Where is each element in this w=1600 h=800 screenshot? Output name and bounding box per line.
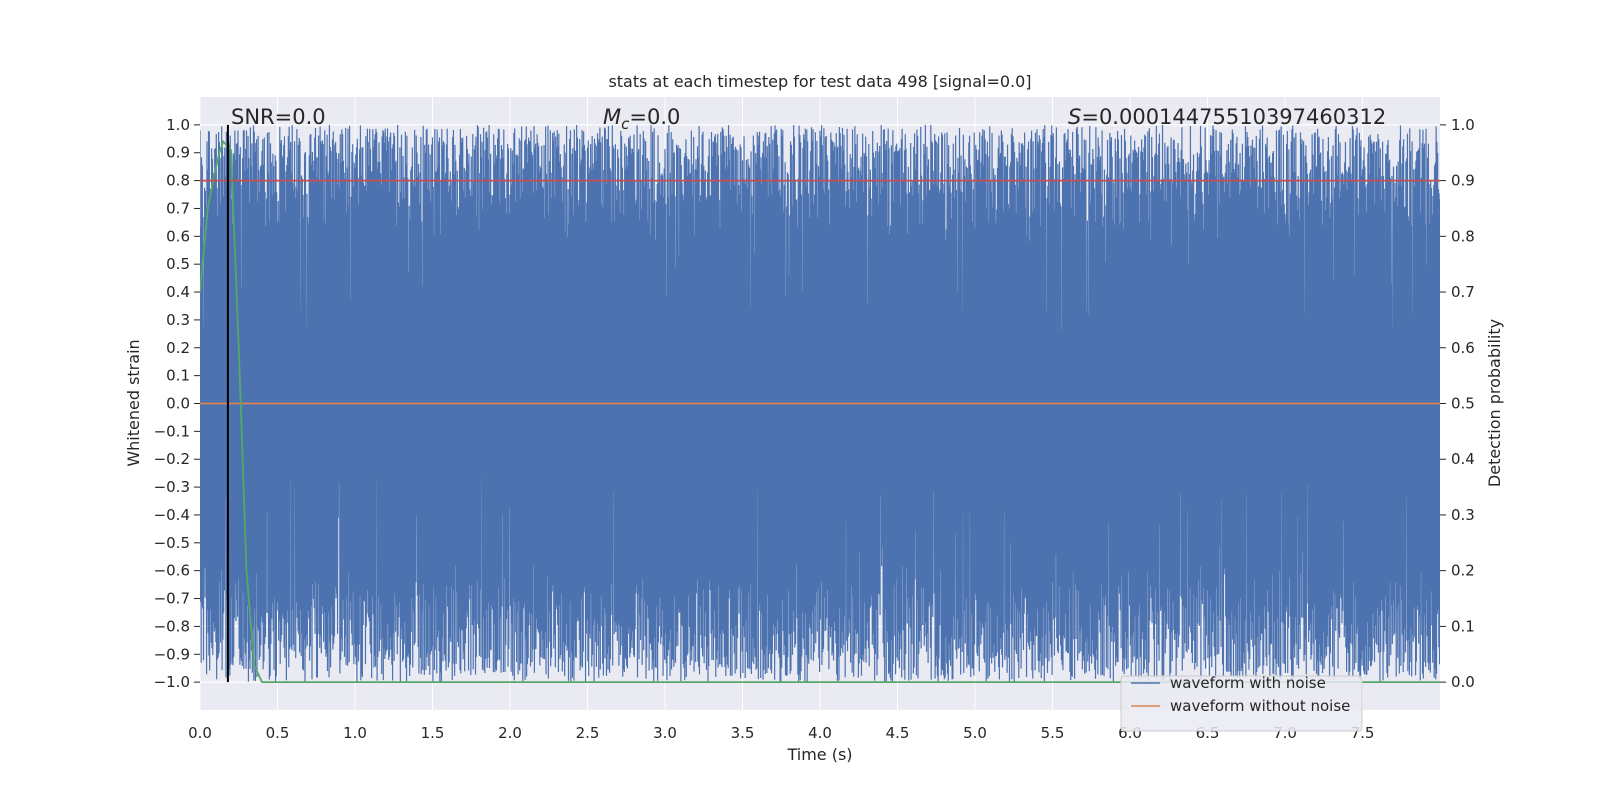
series-waveform-with-noise [200, 124, 1440, 683]
y-right-tick-label-1: 0.9 [1451, 172, 1475, 190]
y-axis-left-ticks: 1.0 0.9 0.8 0.7 0.6 0.5 0.4 0.3 0.2 0.1 0.0 −0.1 −0.… [154, 116, 200, 691]
y-right-tick-label-7: 0.3 [1451, 506, 1475, 524]
y-left-tick-label-18: −0.8 [154, 617, 190, 635]
y-axis-right-label: Detection probability [1485, 319, 1504, 487]
series-detection-probability [200, 139, 1440, 684]
snr-annotation: SNR=0.0 [231, 105, 326, 129]
y-left-tick-label-12: −0.2 [154, 450, 190, 468]
x-tick-label-7: 3.5 [731, 724, 755, 742]
y-left-tick-label-11: −0.1 [154, 422, 190, 440]
y-right-tick-label-8: 0.2 [1451, 562, 1475, 580]
y-left-tick-label-19: −0.9 [154, 645, 190, 663]
x-tick-label-10: 5.0 [963, 724, 987, 742]
legend-label-without-noise: waveform without noise [1170, 697, 1350, 715]
y-right-tick-label-10: 0.0 [1451, 673, 1475, 691]
y-left-tick-label-8: 0.2 [166, 339, 190, 357]
y-left-tick-label-10: 0.0 [166, 395, 190, 413]
y-left-tick-label-6: 0.4 [166, 283, 190, 301]
y-left-tick-label-20: −1.0 [154, 673, 190, 691]
y-axis-left-label: Whitened strain [124, 339, 143, 466]
x-tick-label-3: 1.5 [421, 724, 445, 742]
chirp-mass-annotation: Mc=0.0 [603, 105, 680, 133]
x-tick-label-5: 2.5 [576, 724, 600, 742]
y-left-tick-label-0: 1.0 [166, 116, 190, 134]
y-left-tick-label-4: 0.6 [166, 227, 190, 245]
x-tick-label-4: 2.0 [498, 724, 522, 742]
y-left-tick-label-7: 0.3 [166, 311, 190, 329]
series-lines [200, 124, 1440, 684]
y-right-tick-label-9: 0.1 [1451, 617, 1475, 635]
chirp-mass-symbol: M [603, 105, 621, 129]
y-left-tick-label-13: −0.3 [154, 478, 190, 496]
y-left-tick-label-15: −0.5 [154, 534, 190, 552]
y-right-tick-label-6: 0.4 [1451, 450, 1475, 468]
chirp-mass-value: =0.0 [629, 105, 680, 129]
chirp-mass-subscript: c [621, 115, 630, 133]
x-tick-label-2: 1.0 [343, 724, 367, 742]
x-tick-label-9: 4.5 [886, 724, 910, 742]
y-right-tick-label-2: 0.8 [1451, 227, 1475, 245]
y-right-tick-label-3: 0.7 [1451, 283, 1475, 301]
legend: waveform with noise waveform without noi… [1120, 674, 1363, 732]
s-symbol: S [1068, 105, 1081, 129]
legend-box [1120, 675, 1363, 732]
y-left-tick-label-16: −0.6 [154, 562, 190, 580]
noise-waveform-path [200, 124, 1440, 683]
y-right-tick-label-0: 1.0 [1451, 116, 1475, 134]
y-left-tick-label-1: 0.9 [166, 144, 190, 162]
y-right-tick-label-5: 0.5 [1451, 395, 1475, 413]
s-value: =0.00014475510397460312 [1081, 105, 1386, 129]
x-tick-label-8: 4.0 [808, 724, 832, 742]
y-left-tick-label-9: 0.1 [166, 367, 190, 385]
y-left-tick-label-3: 0.7 [166, 199, 190, 217]
s-annotation: S=0.00014475510397460312 [1068, 105, 1386, 129]
y-axis-right-ticks: 1.0 0.9 0.8 0.7 0.6 0.5 0.4 0.3 0.2 0.1 0.0 [1440, 116, 1475, 691]
y-left-tick-label-2: 0.8 [166, 172, 190, 190]
x-tick-label-11: 5.5 [1041, 724, 1065, 742]
y-left-tick-label-17: −0.7 [154, 590, 190, 608]
x-axis-label: Time (s) [786, 745, 852, 764]
legend-label-with-noise: waveform with noise [1170, 674, 1326, 692]
x-tick-label-1: 0.5 [266, 724, 290, 742]
x-tick-label-0: 0.0 [188, 724, 212, 742]
y-right-tick-label-4: 0.6 [1451, 339, 1475, 357]
x-tick-label-6: 3.0 [653, 724, 677, 742]
y-left-tick-label-5: 0.5 [166, 255, 190, 273]
y-left-tick-label-14: −0.4 [154, 506, 190, 524]
chart-title: stats at each timestep for test data 498… [608, 72, 1031, 91]
